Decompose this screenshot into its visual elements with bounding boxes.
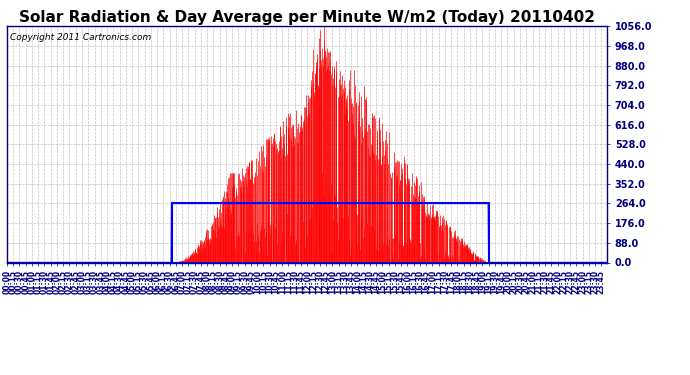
Text: Copyright 2011 Cartronics.com: Copyright 2011 Cartronics.com: [10, 33, 151, 42]
Title: Solar Radiation & Day Average per Minute W/m2 (Today) 20110402: Solar Radiation & Day Average per Minute…: [19, 10, 595, 25]
Bar: [172, 204, 489, 262]
